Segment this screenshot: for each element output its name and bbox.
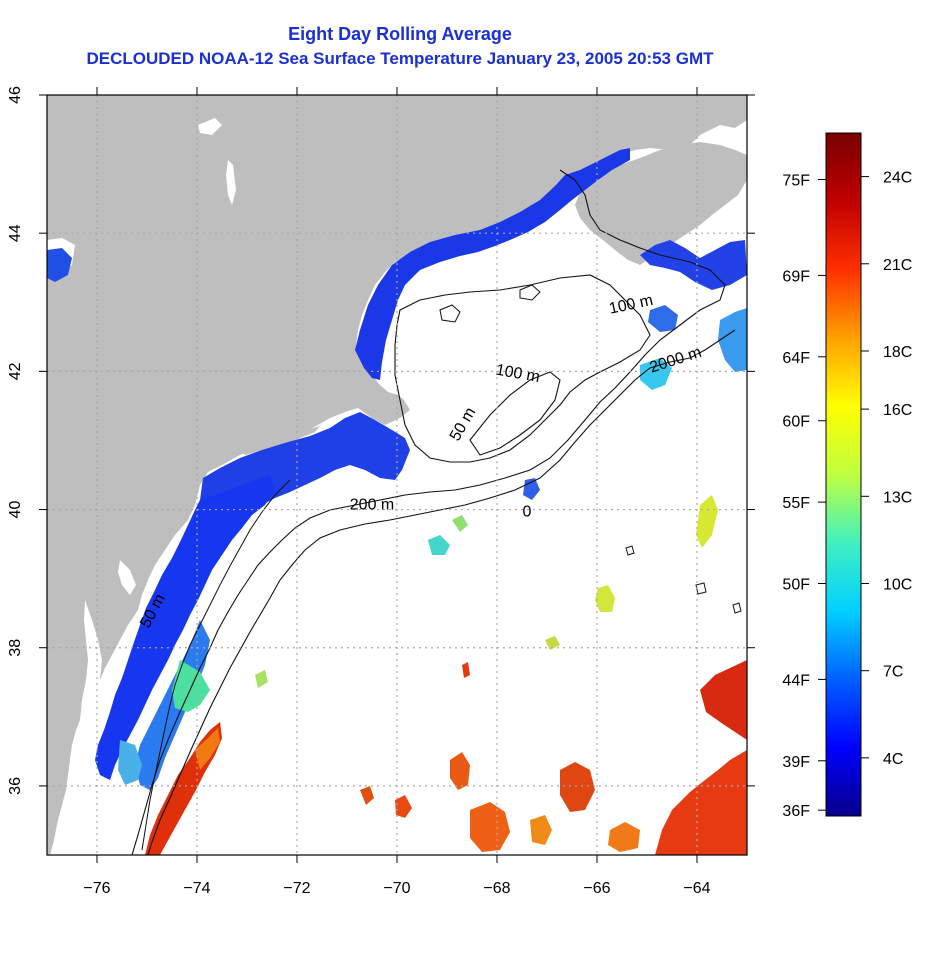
sst-green-patch-d	[255, 670, 268, 688]
contour-label: 0	[523, 503, 532, 520]
sst-gulf-stream-orange	[195, 728, 220, 770]
x-tick-label: −66	[583, 880, 610, 897]
colorbar-c-label: 4C	[883, 751, 903, 768]
sst-warm-center-d	[395, 795, 412, 818]
delaware-bay	[118, 560, 136, 595]
colorbar-f-label: 55F	[782, 495, 810, 512]
sst-warm-small-g	[608, 822, 640, 852]
sst-warm-center-c	[470, 802, 510, 852]
contour-small-ring-e	[695, 582, 707, 595]
sst-warm-center-a	[450, 752, 470, 790]
sst-warm-east-edge	[700, 660, 747, 740]
colorbar-f-label: 50F	[782, 576, 810, 593]
sst-mid-atlantic-shelf	[95, 475, 275, 780]
colorbar-celsius-labels: 24C 21C 18C 16C 13C 10C 7C 4C	[861, 170, 912, 768]
y-tick-label: 46	[7, 86, 24, 104]
sst-warm-se-corner	[655, 750, 747, 855]
x-tick-label: −72	[283, 880, 310, 897]
x-tick-label: −64	[683, 880, 710, 897]
sst-green-patch-c	[452, 515, 468, 532]
contour-100m-gom	[394, 274, 651, 463]
map-title: Eight Day Rolling Average	[288, 24, 512, 44]
sst-warm-center-b	[560, 762, 595, 812]
colorbar-f-label: 39F	[782, 754, 810, 771]
y-tick-label: 44	[7, 224, 24, 242]
colorbar-f-label: 36F	[782, 803, 810, 820]
lake-white-small	[198, 118, 222, 135]
sst-gulf-of-maine-coast	[355, 148, 630, 380]
sst-blue-west-patch	[47, 248, 72, 282]
sst-blue-patch-ne	[648, 305, 678, 332]
y-tick-label: 42	[7, 362, 24, 380]
land-long-island	[240, 426, 320, 455]
contour-small-ring-a	[439, 304, 461, 323]
sst-yellow-small-e	[545, 636, 560, 650]
right-axis-ticks	[747, 94, 755, 787]
sst-scotian-slope	[718, 308, 747, 372]
colorbar-f-label: 75F	[782, 173, 810, 190]
land-nova-scotia	[575, 142, 747, 265]
sst-blue-small-patch	[523, 478, 540, 500]
sst-nova-scotia-shelf	[640, 240, 747, 290]
sst-hatteras-shelf	[118, 740, 142, 785]
colorbar-c-label: 16C	[883, 402, 912, 419]
colorbar-c-label: 24C	[883, 170, 912, 187]
colorbar-f-label: 44F	[782, 672, 810, 689]
sst-new-york-bight	[198, 412, 410, 555]
colorbar-f-label: 69F	[782, 268, 810, 285]
x-tick-label: −68	[483, 880, 510, 897]
colorbar-f-label: 60F	[782, 414, 810, 431]
contour-50m-mid-atlantic	[141, 479, 291, 851]
grid-lines	[47, 95, 747, 855]
sst-yellow-patch-a	[696, 495, 718, 548]
land-cape-cod	[380, 395, 405, 418]
colorbar-c-label: 10C	[883, 576, 912, 593]
colorbar-c-label: 7C	[883, 664, 903, 681]
y-tick-label: 40	[7, 501, 24, 519]
x-tick-label: −74	[183, 880, 210, 897]
colorbar-fahrenheit-labels: 75F 69F 64F 60F 55F 50F 44F 39F 36F	[782, 173, 826, 820]
x-tick-label: −76	[83, 880, 110, 897]
y-axis: 36 38 40 42 44 46	[7, 86, 47, 795]
colorbar-c-label: 13C	[883, 489, 912, 506]
map-subtitle: DECLOUDED NOAA-12 Sea Surface Temperatur…	[86, 49, 714, 68]
contour-200m-shelf-break	[131, 169, 726, 855]
sst-cyan-patch-b	[428, 535, 450, 555]
colorbar-scale	[825, 132, 862, 817]
sst-cyan-patch	[640, 358, 672, 390]
chesapeake-bay	[80, 600, 102, 735]
x-tick-label: −70	[383, 880, 410, 897]
contour-small-ring-c	[625, 545, 635, 556]
y-tick-label: 36	[7, 777, 24, 795]
sst-yellow-patch-b	[595, 585, 615, 612]
sst-warm-center-f	[360, 786, 374, 805]
contour-small-ring-d	[732, 602, 742, 614]
contour-label: 200 m	[350, 497, 394, 514]
sst-warm-center-e	[530, 815, 552, 845]
colorbar: 75F 69F 64F 60F 55F 50F 44F 39F 36F 24C 21C 18C 16C…	[782, 132, 912, 820]
lake-champlain	[226, 160, 236, 205]
contour-2000m-slope	[147, 329, 736, 855]
colorbar-c-label: 18C	[883, 344, 912, 361]
colorbar-c-label: 21C	[883, 257, 912, 274]
sst-shelf-green-patch	[172, 660, 210, 712]
x-axis: −76 −74 −72 −70 −68 −66 −64	[83, 87, 711, 897]
contour-small-ring-b	[519, 284, 541, 301]
sst-mid-shelf-lighter	[135, 620, 210, 790]
land-mainland	[47, 95, 747, 855]
y-tick-label: 38	[7, 639, 24, 657]
colorbar-f-label: 64F	[782, 350, 810, 367]
sst-warm-small-h	[462, 662, 470, 678]
